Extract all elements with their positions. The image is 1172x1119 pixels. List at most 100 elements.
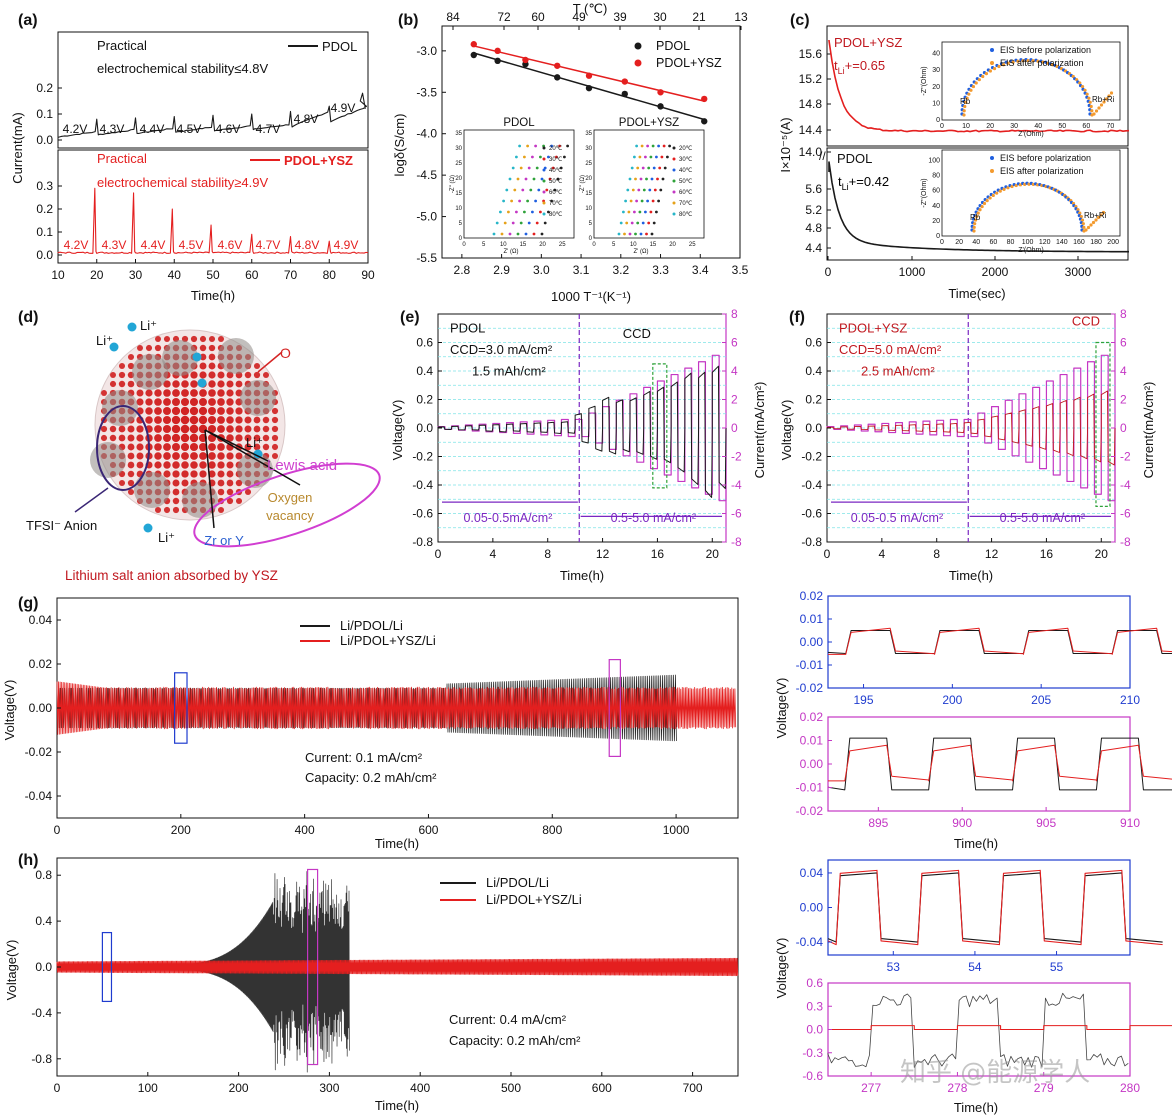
- inset-point: [657, 199, 660, 203]
- zoom-plot: 0.6 0.3 0.0 -0.3 -0.6 277 278 279 280: [802, 976, 1172, 1095]
- inset-x-title: Z'(Ohm): [1018, 131, 1043, 138]
- x-tick-label: 500: [501, 1081, 521, 1095]
- zoom-trace: [828, 627, 1172, 655]
- y-tick-label: -6: [1120, 507, 1131, 521]
- legend-marker: [634, 59, 642, 67]
- y-tick-label: 80: [932, 173, 940, 180]
- inset-point: [644, 210, 647, 214]
- lattice-atom: [180, 415, 190, 425]
- y-tick-label: 0.6: [416, 336, 433, 350]
- y-tick-label: 0: [936, 233, 940, 240]
- inset-point: [627, 210, 631, 214]
- eis-point: [1102, 100, 1106, 104]
- x-tick-label: 910: [1120, 816, 1140, 830]
- lattice-atom: [127, 425, 135, 433]
- y-tick-label: 5.6: [805, 182, 822, 196]
- y-tick-label: 0.6: [805, 336, 822, 350]
- legend-label: PDOL: [656, 39, 690, 53]
- lattice-atom: [198, 415, 208, 425]
- legend-label: PDOL+YSZ: [284, 153, 353, 168]
- range-label: 0.5-5.0 mA/cm²: [611, 511, 696, 525]
- eis-point: [1096, 215, 1101, 220]
- eis-point: [1076, 208, 1080, 212]
- lattice-atom: [109, 434, 117, 442]
- zoom-box: [101, 931, 113, 1003]
- eis-point: [973, 218, 978, 222]
- x-tick-label: 100: [1022, 239, 1034, 246]
- inset-y-title: -Z''(Ohm): [921, 178, 928, 207]
- top-tick-label: 39: [613, 10, 627, 24]
- lattice-atom: [190, 335, 198, 343]
- inset-point: [649, 155, 653, 159]
- lattice-atom: [154, 452, 162, 460]
- lattice-atom: [172, 461, 180, 469]
- inset-legend-label: 50℃: [679, 179, 693, 185]
- y-tick-label: 0.04: [29, 613, 53, 627]
- lattice-atom: [217, 470, 225, 478]
- eis-inset: 0 10 20 30 40 50 60 70010203040Z'(Ohm)-Z''(Ohm)…: [921, 41, 1121, 138]
- y-tick-label: -2: [731, 450, 742, 464]
- inset-point: [626, 188, 630, 192]
- inset-point: [495, 221, 499, 225]
- y-tick-label: -6: [731, 507, 742, 521]
- inset-point: [527, 221, 531, 225]
- inset-point: [658, 166, 662, 170]
- panel-label: (h): [18, 852, 38, 869]
- eis-point: [995, 191, 999, 195]
- eis-point: [1080, 84, 1085, 89]
- eis-point: [974, 81, 978, 85]
- eis-point: [1031, 59, 1035, 63]
- x-tick-label: 40: [168, 268, 182, 282]
- x-tick-label: 20: [669, 242, 676, 248]
- lattice-atom: [271, 416, 279, 424]
- inset-point: [563, 155, 566, 159]
- y-tick-label: -0.4: [31, 1006, 52, 1020]
- voltage-label: 4.7V: [256, 122, 281, 136]
- inset-legend-marker: [542, 157, 546, 161]
- inset-y-title: -Z'' (Ω): [450, 175, 456, 193]
- data-point: [494, 57, 501, 64]
- eis-point: [1001, 63, 1006, 67]
- inset-point: [526, 144, 529, 148]
- inset-legend-label: 40℃: [679, 168, 693, 174]
- y-tick-label: -0.8: [31, 1052, 52, 1066]
- lattice-atom: [271, 443, 279, 451]
- x-tick-label: 3.4: [692, 263, 709, 277]
- x-tick-label: 300: [319, 1081, 339, 1095]
- inset-legend-label: 80℃: [679, 212, 693, 218]
- x-tick-label: 15: [520, 242, 527, 248]
- lattice-atom: [199, 362, 207, 370]
- lattice-atom: [136, 461, 144, 469]
- lattice-atom: [226, 434, 234, 442]
- lattice-atom: [145, 407, 153, 415]
- lattice-atom: [189, 415, 199, 425]
- anion-highlight: [96, 405, 150, 491]
- inset-point: [623, 232, 626, 236]
- lattice-atom: [136, 389, 144, 397]
- inset-point: [527, 166, 531, 170]
- inset-legend-marker: [990, 48, 994, 52]
- tfsi-anion-cluster: [90, 442, 126, 478]
- inset-point: [532, 177, 536, 181]
- inset-legend-marker: [672, 212, 676, 216]
- y-tick-label: -0.2: [801, 450, 822, 464]
- lattice-atom: [109, 425, 117, 433]
- y-tick-label: 20: [932, 218, 940, 225]
- x-tick-label: 53: [887, 960, 901, 974]
- annotation-text: Practical: [97, 38, 147, 53]
- y-tick-label: 30: [932, 67, 940, 74]
- y-tick-label: -4: [731, 478, 742, 492]
- inset-point: [642, 188, 646, 192]
- tfsi-anion-cluster: [132, 354, 168, 390]
- inset-point: [540, 232, 544, 236]
- top-tick-label: 60: [531, 10, 545, 24]
- inset-legend-marker: [542, 146, 546, 150]
- pointer-arrow: [204, 429, 215, 529]
- lattice-atom: [163, 461, 171, 469]
- lattice-atom: [189, 433, 199, 443]
- y-tick-label: 0.3: [36, 179, 53, 193]
- inset-point: [511, 221, 515, 225]
- pointer-arrow: [74, 487, 109, 513]
- inset-legend-marker: [672, 201, 676, 205]
- eis-point: [988, 69, 992, 73]
